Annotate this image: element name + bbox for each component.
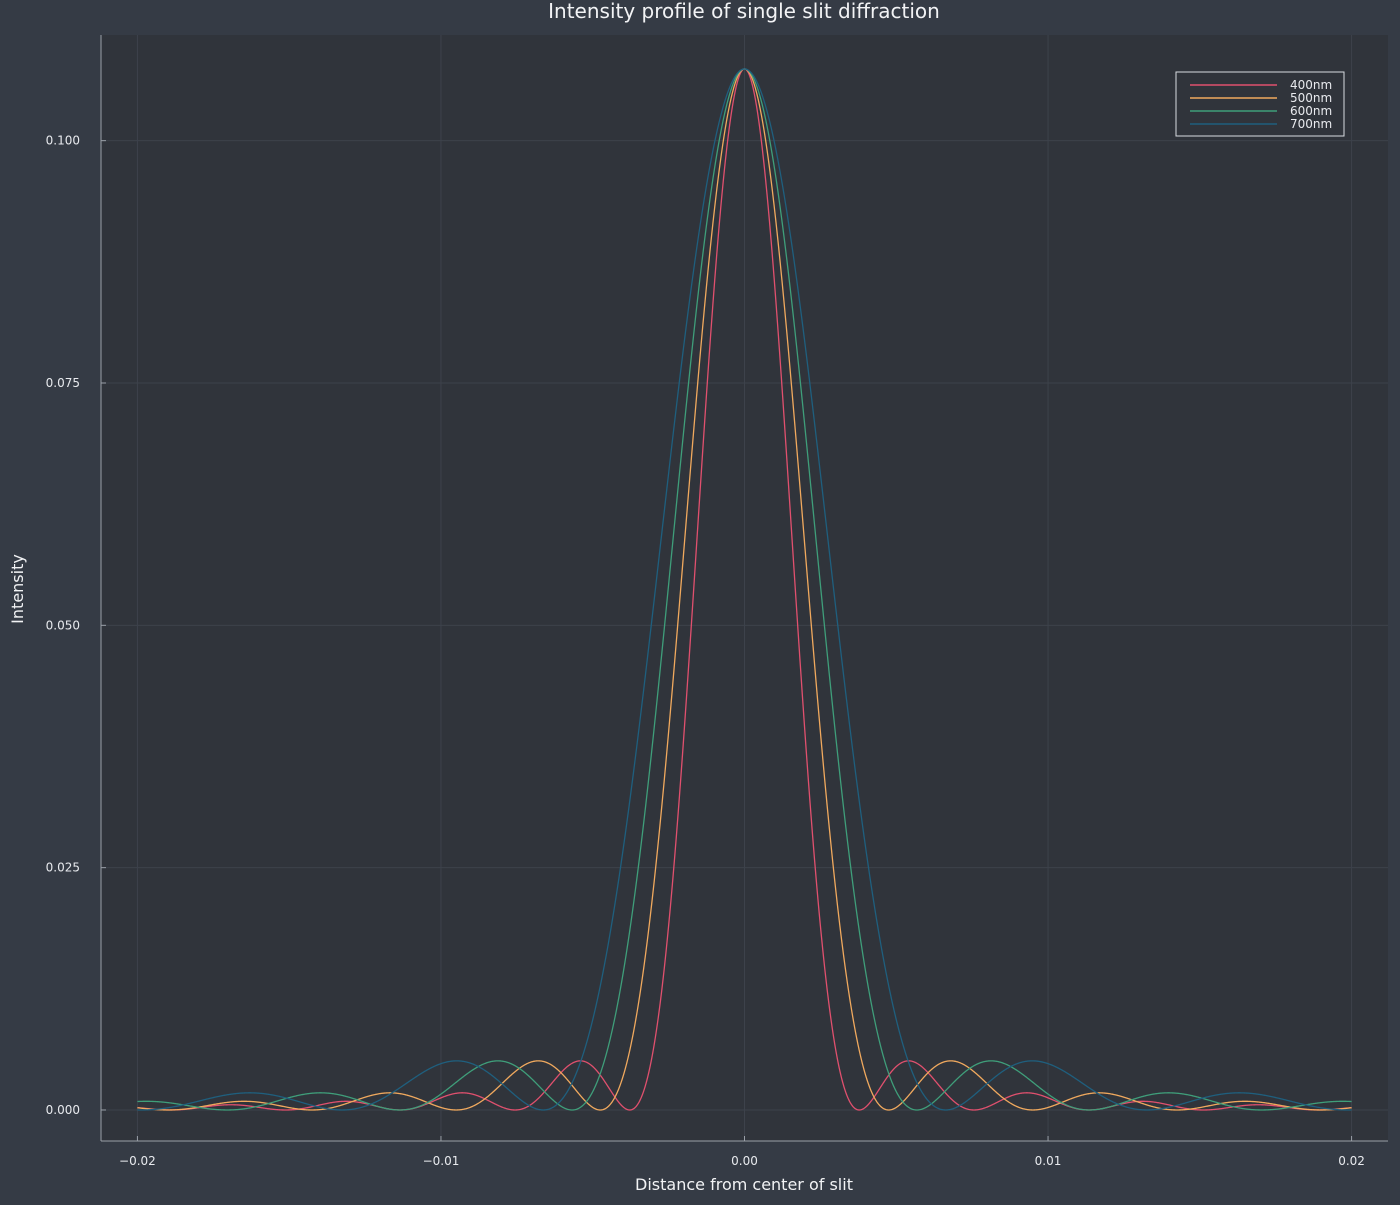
x-tick-label: 0.00 xyxy=(731,1154,758,1168)
y-tick-label: 0.100 xyxy=(46,134,80,148)
x-tick-label: −0.01 xyxy=(423,1154,460,1168)
x-tick-label: 0.02 xyxy=(1338,1154,1365,1168)
y-tick-label: 0.000 xyxy=(46,1103,80,1117)
legend-label-500nm: 500nm xyxy=(1290,91,1332,105)
x-ticks: −0.02 −0.01 0.00 0.01 0.02 xyxy=(119,1136,1365,1168)
x-axis-label: Distance from center of slit xyxy=(635,1175,853,1194)
chart-title: Intensity profile of single slit diffrac… xyxy=(548,0,940,23)
series-line-700nm xyxy=(137,68,1352,1111)
series-lines xyxy=(137,68,1352,1111)
legend-label-400nm: 400nm xyxy=(1290,78,1332,92)
y-tick-label: 0.050 xyxy=(46,618,80,632)
legend-label-600nm: 600nm xyxy=(1290,104,1332,118)
grid-lines xyxy=(101,35,1388,1141)
x-tick-label: 0.01 xyxy=(1035,1154,1062,1168)
y-ticks: 0.000 0.025 0.050 0.075 0.100 xyxy=(46,134,106,1117)
y-tick-label: 0.075 xyxy=(46,376,80,390)
legend-box xyxy=(1175,71,1345,137)
y-axis-label: Intensity xyxy=(8,554,27,624)
y-tick-label: 0.025 xyxy=(46,861,80,875)
x-tick-label: −0.02 xyxy=(119,1154,156,1168)
legend-label-700nm: 700nm xyxy=(1290,117,1332,131)
